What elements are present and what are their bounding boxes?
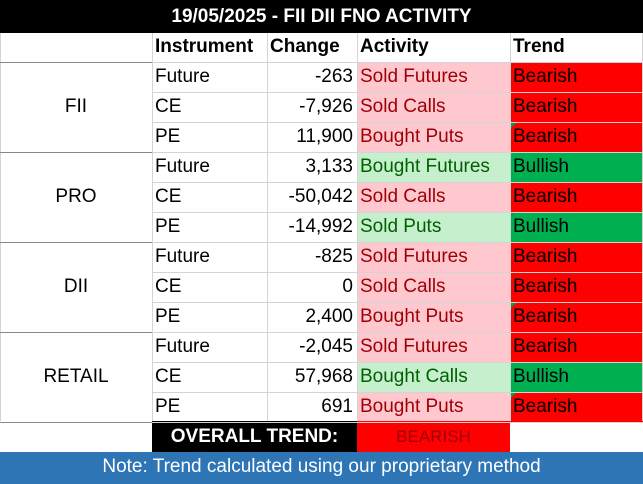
instrument-cell: PE <box>155 216 181 237</box>
change-cell: 2,400 <box>305 306 353 327</box>
change-cell: -50,042 <box>288 186 353 207</box>
footer-note: Note: Trend calculated using our proprie… <box>0 452 643 484</box>
activity-cell: Sold Futures <box>357 242 510 272</box>
grid-line <box>152 62 643 63</box>
grid-line <box>0 33 1 421</box>
change-cell: -263 <box>314 66 353 87</box>
activity-cell: Sold Futures <box>357 332 510 362</box>
activity-cell: Bought Puts <box>357 122 510 152</box>
trend-cell: Bullish <box>510 152 643 182</box>
grid-line <box>0 242 152 243</box>
sheet-title: 19/05/2025 - FII DII FNO ACTIVITY <box>0 0 643 33</box>
change-cell: 57,968 <box>294 366 353 387</box>
change-cell: -7,926 <box>299 96 353 117</box>
header-change: Change <box>270 36 340 57</box>
grid-line <box>152 212 643 213</box>
grid-line <box>0 422 152 423</box>
trend-cell: Bearish <box>510 332 643 362</box>
trend-cell: Bearish <box>510 182 643 212</box>
instrument-cell: CE <box>155 186 182 207</box>
grid-line <box>152 332 643 333</box>
trend-cell: Bearish <box>510 302 643 332</box>
overall-trend-label: OVERALL TREND: <box>152 421 357 452</box>
grid-line <box>152 152 643 153</box>
grid-line <box>152 182 643 183</box>
trend-cell: Bearish <box>510 392 643 422</box>
grid-line <box>0 332 152 333</box>
activity-cell: Bought Futures <box>357 152 510 182</box>
instrument-cell: Future <box>155 336 210 357</box>
grid-line <box>0 62 152 63</box>
group-label: FII <box>64 96 88 117</box>
trend-cell: Bearish <box>510 62 643 92</box>
cell-marker-icon <box>510 302 517 309</box>
trend-cell: Bearish <box>510 122 643 152</box>
activity-cell: Sold Calls <box>357 92 510 122</box>
activity-cell: Bought Calls <box>357 362 510 392</box>
header-activity: Activity <box>360 36 429 57</box>
instrument-cell: PE <box>155 126 181 147</box>
trend-cell: Bullish <box>510 212 643 242</box>
trend-cell: Bullish <box>510 362 643 392</box>
header-instrument: Instrument <box>155 36 254 57</box>
trend-cell: Bearish <box>510 242 643 272</box>
change-cell: 3,133 <box>305 156 353 177</box>
instrument-cell: Future <box>155 156 210 177</box>
grid-line <box>152 362 643 363</box>
grid-line <box>357 33 358 421</box>
header-trend: Trend <box>513 36 565 57</box>
grid-line <box>152 242 643 243</box>
cell-marker-icon <box>510 392 517 399</box>
activity-cell: Bought Puts <box>357 392 510 422</box>
grid-line <box>267 33 268 421</box>
group-label: RETAIL <box>43 366 109 387</box>
trend-cell: Bearish <box>510 272 643 302</box>
activity-cell: Sold Calls <box>357 182 510 212</box>
group-label: DII <box>63 276 89 297</box>
instrument-cell: Future <box>155 66 210 87</box>
instrument-cell: CE <box>155 366 182 387</box>
change-cell: -2,045 <box>299 336 353 357</box>
grid-line <box>0 152 152 153</box>
change-cell: -825 <box>314 246 353 267</box>
cell-marker-icon <box>510 122 517 129</box>
grid-line <box>152 302 643 303</box>
activity-cell: Sold Puts <box>357 212 510 242</box>
change-cell: -14,992 <box>288 216 353 237</box>
grid-line <box>152 272 643 273</box>
grid-line <box>152 422 643 423</box>
instrument-cell: CE <box>155 96 182 117</box>
grid-line <box>152 392 643 393</box>
activity-cell: Sold Calls <box>357 272 510 302</box>
activity-cell: Sold Futures <box>357 62 510 92</box>
grid-line <box>510 33 511 421</box>
change-cell: 11,900 <box>296 126 353 147</box>
instrument-cell: PE <box>155 306 181 327</box>
instrument-cell: CE <box>155 276 182 297</box>
grid-line <box>152 33 153 421</box>
instrument-cell: Future <box>155 246 210 267</box>
change-cell: 691 <box>321 396 353 417</box>
instrument-cell: PE <box>155 396 181 417</box>
trend-cell: Bearish <box>510 92 643 122</box>
grid-line <box>152 92 643 93</box>
group-label: PRO <box>55 186 97 207</box>
activity-cell: Bought Puts <box>357 302 510 332</box>
grid-line <box>152 122 643 123</box>
change-cell: 0 <box>342 276 353 297</box>
cell-marker-icon <box>510 212 517 219</box>
overall-trend-value: BEARISH <box>357 421 510 452</box>
